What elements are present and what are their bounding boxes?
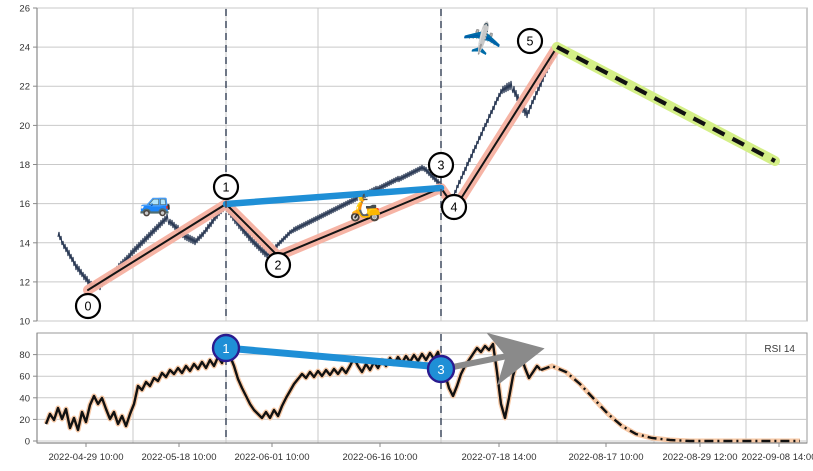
price-panel-grid <box>36 7 808 322</box>
ytick-price-7: 24 <box>19 43 30 54</box>
rsi-divergence-line <box>222 344 445 371</box>
xtick-3: 2022-06-16 10:00 <box>342 452 417 463</box>
xtick-6: 2022-08-29 12:00 <box>662 452 737 463</box>
ytick-rsi-2: 40 <box>19 393 30 404</box>
svg-text:3: 3 <box>437 362 444 377</box>
price-marker-5[interactable]: 5 <box>516 27 544 55</box>
xtick-0: 2022-04-29 10:00 <box>48 452 123 463</box>
price-marker-1[interactable]: 1 <box>212 173 240 201</box>
ytick-rsi-1: 20 <box>19 415 30 426</box>
ytick-rsi-0: 0 <box>25 437 30 448</box>
ytick-rsi-3: 60 <box>19 372 30 383</box>
ytick-price-8: 26 <box>19 4 30 15</box>
price-marker-2[interactable]: 2 <box>264 251 292 279</box>
xtick-7: 2022-09-08 14:00 <box>741 452 813 463</box>
xtick-1: 2022-05-18 10:00 <box>141 452 216 463</box>
svg-text:2: 2 <box>275 259 282 273</box>
ytick-price-4: 18 <box>19 160 30 171</box>
ytick-rsi-4: 80 <box>19 350 30 361</box>
ytick-price-3: 16 <box>19 199 30 210</box>
xtick-4: 2022-07-18 14:00 <box>461 452 536 463</box>
svg-text:5: 5 <box>527 35 534 49</box>
rsi-markers: 1 3 <box>211 333 456 384</box>
price-marker-3[interactable]: 3 <box>427 151 455 179</box>
price-zigzag-line <box>87 46 558 291</box>
rsi-marker-3[interactable]: 3 <box>426 354 456 384</box>
rsi-line <box>44 342 542 432</box>
x-tick-labels: 2022-04-29 10:00 2022-05-18 10:00 2022-0… <box>48 452 813 463</box>
xtick-5: 2022-08-17 10:00 <box>568 452 643 463</box>
svg-text:3: 3 <box>438 159 445 173</box>
ytick-price-1: 12 <box>19 277 30 288</box>
svg-text:1: 1 <box>223 181 230 195</box>
rsi-marker-1[interactable]: 1 <box>211 333 241 363</box>
scooter-emoji: 🛵 <box>349 192 382 222</box>
ytick-price-0: 10 <box>19 317 30 328</box>
xtick-2: 2022-06-01 10:00 <box>234 452 309 463</box>
svg-text:1: 1 <box>222 341 229 356</box>
price-divergence-line <box>222 184 445 208</box>
rsi-forecast-glow <box>540 363 800 443</box>
rsi-indicator-label: RSI 14 <box>764 344 795 355</box>
svg-text:4: 4 <box>451 201 458 215</box>
price-marker-0[interactable]: 0 <box>74 292 102 320</box>
ytick-price-6: 22 <box>19 82 30 93</box>
svg-text:0: 0 <box>85 300 92 314</box>
price-markers: 0 1 2 3 4 5 <box>74 27 544 320</box>
price-y-tick-labels: 26 24 22 20 18 16 14 12 10 <box>19 4 30 328</box>
price-candlestick-series <box>57 46 558 291</box>
rsi-panel-grid <box>36 332 808 444</box>
price-forecast-line <box>552 42 780 166</box>
rsi-trend-arrow <box>442 332 545 386</box>
rsi-series <box>43 341 800 443</box>
axis-spines <box>33 7 807 447</box>
car-emoji: 🚙 <box>139 187 172 217</box>
price-marker-4[interactable]: 4 <box>440 193 468 221</box>
ytick-price-2: 14 <box>19 238 30 249</box>
ytick-price-5: 20 <box>19 121 30 132</box>
rsi-y-tick-labels: 80 60 40 20 0 <box>19 350 30 447</box>
